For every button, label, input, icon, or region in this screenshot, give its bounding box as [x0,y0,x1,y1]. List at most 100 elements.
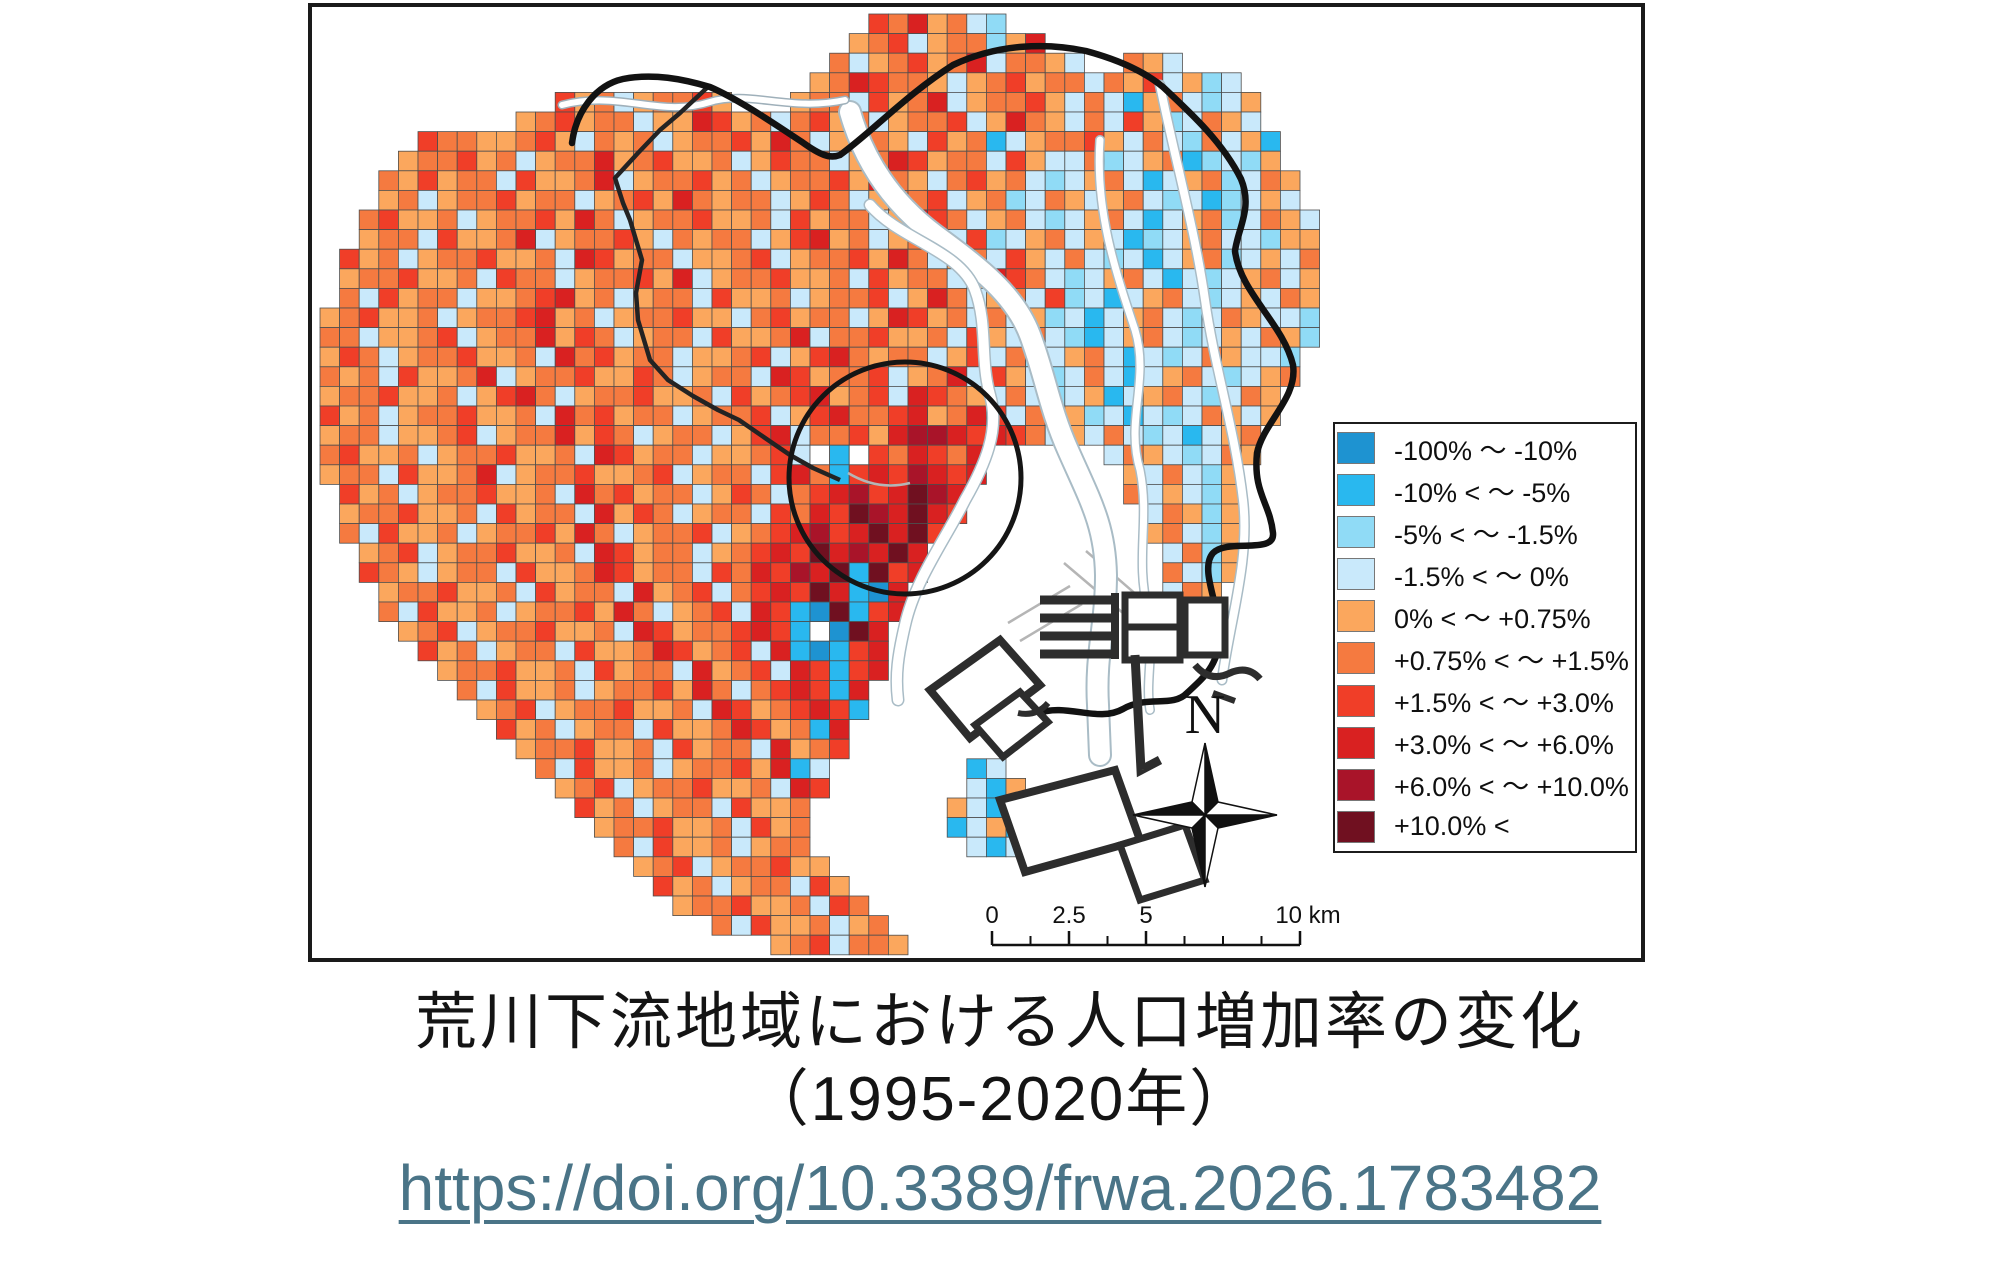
grid-cell [495,287,517,309]
grid-cell [829,444,850,466]
grid-cell [495,307,517,329]
grid-cell [731,680,752,701]
grid-cell [809,680,831,701]
grid-cell [848,523,870,544]
legend-label: 0% < ～ +0.75% [1394,603,1591,634]
grid-cell [398,562,419,583]
grid-cell [1123,170,1144,191]
grid-cell [888,405,909,427]
grid-cell [691,817,713,838]
grid-cell [731,699,752,721]
north-canal [559,95,848,111]
grid-cell [1005,209,1027,231]
grid-cell [1025,189,1046,211]
grid-cell [888,33,909,54]
grid-cell [1064,72,1085,93]
grid-cell [1201,72,1223,93]
grid-cell [789,366,811,387]
grid-cell [986,229,1007,250]
grid-cell [1142,268,1164,289]
grid-cell [691,738,713,760]
grid-cell [1162,405,1183,427]
grid-cell [750,385,772,407]
grid-cell [848,915,870,936]
grid-cell [750,523,772,544]
grid-cell [613,719,635,740]
grid-cell [398,268,419,289]
grid-cell [848,680,870,701]
grid-cell [1162,268,1183,289]
grid-cell [888,248,909,270]
sumida-river [865,200,999,705]
grid-cell [515,582,537,603]
legend-label: +6.0% < ～ +10.0% [1394,772,1629,803]
grid-cell [476,444,497,466]
grid-cell [1260,209,1281,231]
grid-cell [437,621,458,642]
grid-cell [907,287,929,309]
grid-cell [495,699,517,721]
grid-cell [966,405,987,427]
grid-cell [574,778,595,799]
grid-cell [476,582,497,603]
grid-cell [1103,327,1125,348]
grid-cell [633,601,654,623]
grid-cell [1084,405,1105,427]
grid-cell [711,738,733,760]
grid-cell [966,189,987,211]
grid-cell [378,307,399,329]
grid-cell [907,503,929,525]
grid-cell [829,287,850,309]
grid-cell [495,268,517,289]
grid-cell [789,660,811,681]
grid-cell [829,719,850,740]
grid-cell [652,307,674,329]
doi-link[interactable]: https://doi.org/10.3389/frwa.2026.178348… [398,1151,1602,1224]
grid-cell [1299,268,1321,289]
grid-cell [711,817,733,838]
grid-cell [907,150,929,172]
grid-cell [868,562,889,583]
grid-cell [1044,72,1066,93]
grid-cell [770,542,791,564]
grid-cell [907,268,929,289]
grid-cell [633,680,654,701]
grid-cell [633,170,654,191]
grid-cell [848,33,870,54]
grid-cell [888,542,909,564]
grid-cell [986,52,1007,74]
grid-cell [986,778,1007,799]
grid-cell [456,503,478,525]
grid-cell [1182,405,1203,427]
grid-cell [1162,229,1183,250]
grid-cell [398,523,419,544]
grid-cell [574,366,595,387]
grid-cell [633,621,654,642]
grid-cell [593,287,615,309]
grid-cell [946,444,968,466]
grid-cell [829,699,850,721]
grid-cell [554,699,576,721]
grid-cell [711,170,733,191]
grid-cell [868,287,889,309]
grid-cell [456,209,478,231]
grid-cell [770,817,791,838]
grid-cell [672,660,693,681]
grid-cell [476,385,497,407]
grid-cell [554,738,576,760]
grid-cell [1182,562,1203,583]
grid-cell [711,856,733,877]
grid-cell [417,483,439,505]
grid-cell [652,797,674,819]
grid-cell [907,131,929,152]
grid-cell [1182,150,1203,172]
grid-cell [809,934,831,956]
figure-title: 荒川下流地域における人口増加率の変化 [414,988,1585,1057]
grid-cell [868,934,889,956]
grid-cell [1260,366,1281,387]
grid-cell [652,817,674,838]
grid-cell [378,385,399,407]
grid-cell [652,719,674,740]
grid-cell [495,150,517,172]
legend-swatch [1337,726,1375,759]
